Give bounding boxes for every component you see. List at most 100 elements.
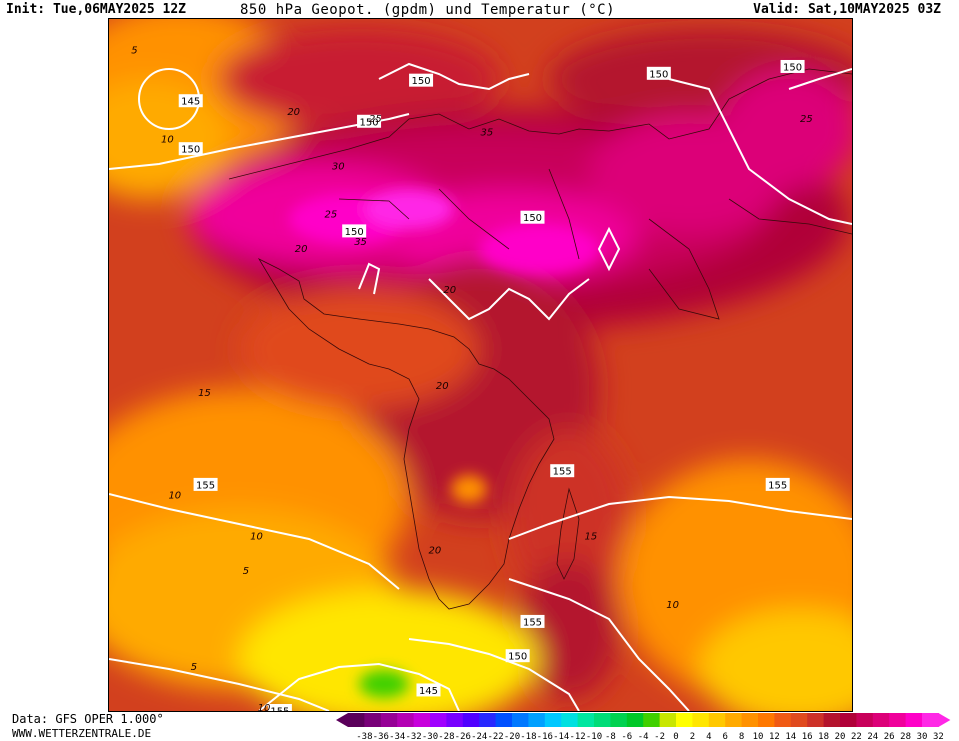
legend-swatch: [561, 713, 579, 727]
legend-tick: -4: [638, 732, 649, 741]
svg-text:150: 150: [412, 76, 431, 87]
legend-tick: 4: [706, 732, 711, 741]
isotherm-label: 20: [428, 545, 441, 556]
svg-text:155: 155: [523, 617, 542, 628]
legend-swatch: [725, 713, 743, 727]
isohypse-label: 150: [357, 114, 382, 128]
isohypse-label: 155: [520, 614, 545, 628]
legend-swatch: [905, 713, 923, 727]
legend-tick: -10: [586, 732, 602, 741]
legend-swatch: [479, 713, 497, 727]
isotherm-label: 10: [666, 600, 679, 611]
legend-swatch: [758, 713, 775, 727]
legend-swatch: [872, 713, 890, 727]
legend-tick: 16: [802, 732, 813, 741]
legend-tick: 24: [867, 732, 878, 741]
legend-swatch: [528, 713, 546, 727]
legend-arrow-right: [938, 713, 951, 727]
isohypse-label: 150: [409, 73, 434, 87]
legend-swatch: [397, 713, 415, 727]
svg-text:150: 150: [523, 213, 542, 224]
legend-tick: -14: [553, 732, 569, 741]
isotherm-label: 10: [168, 491, 181, 502]
legend-tick: 14: [785, 732, 796, 741]
map-panel[interactable]: 145 150 150 150 150 150 150 150 155 155 155 155 150 1…: [108, 18, 853, 712]
isohypse-label: 155: [193, 477, 218, 491]
legend-swatch: [495, 713, 513, 727]
svg-text:145: 145: [419, 686, 438, 697]
legend-swatch: [922, 713, 939, 727]
legend-tick: 6: [722, 732, 727, 741]
legend-swatch: [659, 713, 677, 727]
legend-tick: 2: [690, 732, 695, 741]
legend-swatch: [708, 713, 726, 727]
isotherm-label: 5: [243, 566, 249, 577]
isotherm-label: 15: [198, 388, 211, 399]
legend-tick: -22: [487, 732, 503, 741]
isohypse-label: 150: [780, 59, 805, 73]
legend-tick: -20: [504, 732, 520, 741]
legend-swatch: [380, 713, 398, 727]
legend-swatch: [889, 713, 907, 727]
legend-tick: -8: [605, 732, 616, 741]
legend-swatch: [446, 713, 464, 727]
isohypse-label: 150: [520, 210, 545, 224]
isotherm-label: 25: [369, 114, 382, 125]
isohypse-label: 155: [765, 477, 790, 491]
legend-swatch: [610, 713, 628, 727]
legend-tick: 12: [769, 732, 780, 741]
legend-swatch: [741, 713, 759, 727]
legend-swatch: [643, 713, 661, 727]
legend-tick: -30: [422, 732, 438, 741]
svg-text:155: 155: [553, 467, 572, 478]
isohypse-label: 155: [267, 704, 292, 712]
legend-swatch: [577, 713, 595, 727]
map-title: 850 hPa Geopot. (gpdm) und Temperatur (°…: [240, 2, 616, 18]
legend-tick: -32: [405, 732, 421, 741]
legend-tick: -16: [537, 732, 553, 741]
isotherm-label: 35: [354, 237, 367, 248]
temperature-field: [109, 19, 852, 711]
isotherm-label: 25: [324, 210, 337, 221]
data-source: Data: GFS OPER 1.000°: [12, 712, 164, 726]
legend-swatch: [823, 713, 841, 727]
isotherm-label: 20: [443, 285, 456, 296]
isotherm-label: 30: [332, 162, 345, 173]
isotherm-label: 5: [191, 662, 197, 673]
legend-swatch: [462, 713, 480, 727]
legend-tick: 28: [900, 732, 911, 741]
isotherm-label: 20: [295, 244, 308, 255]
isohypse-lines: [109, 62, 852, 711]
legend-swatch: [790, 713, 808, 727]
legend-tick: -36: [373, 732, 389, 741]
legend-arrow-left: [336, 713, 348, 727]
legend-tick: 20: [835, 732, 846, 741]
legend-tick: 8: [739, 732, 744, 741]
isohypse-label: 150: [505, 649, 530, 663]
legend-swatch: [807, 713, 825, 727]
isohypse-label: 155: [550, 464, 575, 478]
isotherm-label: 25: [800, 114, 813, 125]
svg-text:155: 155: [270, 707, 289, 712]
legend-tick: -18: [520, 732, 536, 741]
legend-swatch: [413, 713, 431, 727]
isotherm-label: 10: [250, 532, 263, 543]
legend-tick: -34: [389, 732, 405, 741]
legend-tick: 30: [917, 732, 928, 741]
isotherm-label: 10: [258, 703, 271, 711]
legend-swatch: [840, 713, 857, 727]
legend-swatch: [544, 713, 562, 727]
legend-tick: 0: [673, 732, 678, 741]
legend-swatch: [856, 713, 874, 727]
svg-text:155: 155: [768, 480, 787, 491]
isotherm-label: 5: [131, 45, 137, 56]
init-time: Init: Tue,06MAY2025 12Z: [6, 2, 187, 17]
legend-tick: -24: [471, 732, 487, 741]
isohypse-label: 145: [416, 683, 441, 697]
legend-swatch: [626, 713, 644, 727]
svg-text:150: 150: [345, 227, 364, 238]
color-legend: -38 -36 -34 -32 -30 -28 -26 -24 -22 -20 -18 -16 -14-…: [336, 713, 951, 741]
valid-time: Valid: Sat,10MAY2025 03Z: [753, 2, 941, 17]
isohypse-label: 150: [178, 142, 203, 156]
legend-tick-labels: -38 -36 -34 -32 -30 -28 -26 -24 -22 -20 -18 -16 -14-…: [356, 732, 944, 741]
